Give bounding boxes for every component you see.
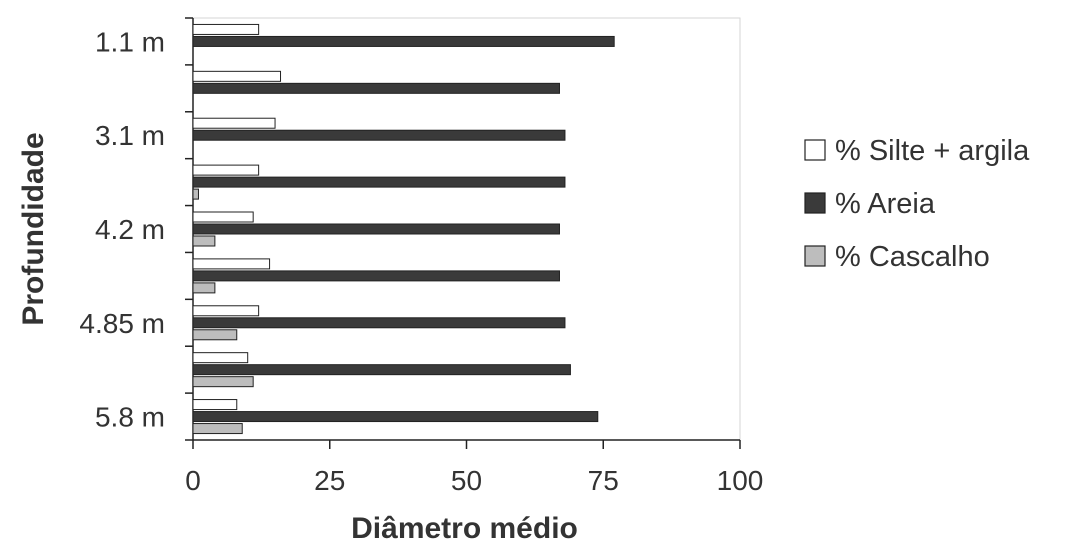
legend-swatch: [804, 139, 826, 161]
legend-label: % Areia: [835, 188, 936, 220]
bar-areia: [192, 129, 566, 141]
bar-areia: [192, 82, 560, 94]
bar-areia: [192, 176, 566, 188]
bar-cascalho: [192, 282, 216, 294]
bar-areia: [192, 35, 615, 47]
bar-silte-argila: [192, 23, 260, 35]
x-tick-label: 25: [314, 465, 345, 496]
bar-silte-argila: [192, 164, 260, 176]
bar-cascalho: [192, 188, 199, 200]
y-axis-title: Profundidade: [17, 132, 50, 325]
legend-swatch: [804, 192, 826, 214]
x-tick-label: 100: [717, 465, 764, 496]
bar-silte-argila: [192, 70, 282, 82]
legend-label: % Cascalho: [835, 241, 990, 273]
bar-cascalho: [192, 329, 238, 341]
bar-silte-argila: [192, 305, 260, 317]
bar-silte-argila: [192, 399, 238, 411]
bar-silte-argila: [192, 211, 254, 223]
y-tick-label: 4.85 m: [79, 308, 165, 339]
bar-cascalho: [192, 423, 243, 435]
bar-areia: [192, 364, 571, 376]
bar-silte-argila: [192, 352, 249, 364]
y-tick-label: 1.1 m: [95, 26, 165, 57]
x-tick-label: 50: [451, 465, 482, 496]
x-tick-label: 75: [588, 465, 619, 496]
bar-areia: [192, 270, 560, 282]
y-tick-label: 3.1 m: [95, 120, 165, 151]
legend-label: % Silte + argila: [835, 135, 1030, 167]
bar-areia: [192, 411, 599, 423]
bar-areia: [192, 317, 566, 329]
legend-swatch: [804, 245, 826, 267]
bar-silte-argila: [192, 117, 276, 129]
y-tick-label: 5.8 m: [95, 402, 165, 433]
bar-silte-argila: [192, 258, 271, 270]
bar-cascalho: [192, 235, 216, 247]
bar-areia: [192, 223, 560, 235]
x-tick-label: 0: [185, 465, 201, 496]
x-axis-title: Diâmetro médio: [351, 512, 578, 545]
y-tick-label: 4.2 m: [95, 214, 165, 245]
bar-cascalho: [192, 376, 254, 388]
